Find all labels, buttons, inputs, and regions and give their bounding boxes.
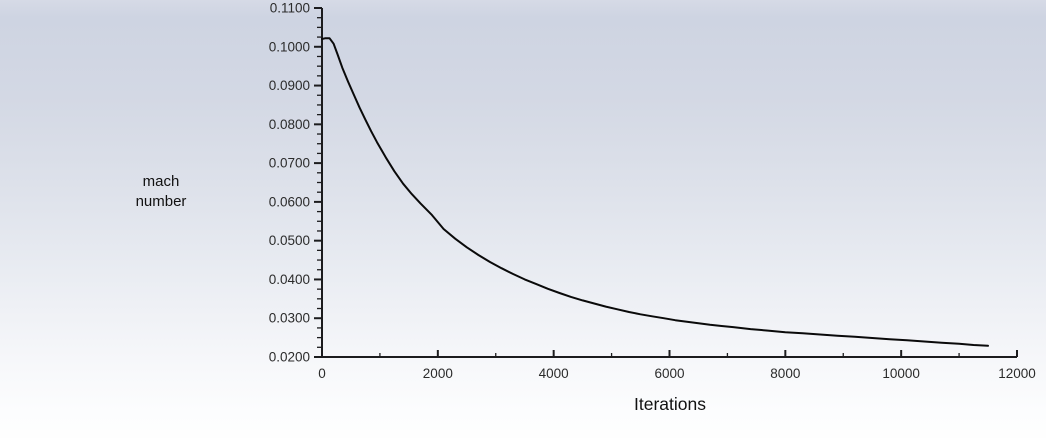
x-tick-label: 2000 bbox=[423, 366, 453, 381]
y-axis-title: mach number bbox=[96, 172, 226, 212]
y-tick-label: 0.0500 bbox=[269, 233, 310, 248]
x-tick-label: 6000 bbox=[654, 366, 684, 381]
x-tick-label: 0 bbox=[318, 366, 326, 381]
y-axis-title-line-1: mach bbox=[142, 173, 180, 190]
x-tick-label: 12000 bbox=[998, 366, 1036, 381]
x-tick-label: 4000 bbox=[539, 366, 569, 381]
y-tick-label: 0.0400 bbox=[269, 272, 310, 287]
y-axis-title-line-2: number bbox=[135, 193, 187, 210]
y-tick-label: 0.0600 bbox=[269, 194, 310, 209]
y-tick-label: 0.0900 bbox=[269, 78, 310, 93]
mach-number-curve bbox=[321, 37, 989, 347]
y-tick-label: 0.1100 bbox=[270, 1, 310, 16]
y-tick-label: 0.0200 bbox=[269, 350, 310, 365]
x-tick-label: 8000 bbox=[770, 366, 800, 381]
y-tick-label: 0.0300 bbox=[269, 311, 310, 326]
x-axis-title: Iterations bbox=[634, 394, 706, 414]
y-tick-label: 0.0800 bbox=[269, 117, 310, 132]
y-tick-label: 0.0700 bbox=[269, 156, 310, 171]
y-tick-label: 0.1000 bbox=[269, 39, 310, 54]
x-tick-label: 10000 bbox=[882, 366, 920, 381]
